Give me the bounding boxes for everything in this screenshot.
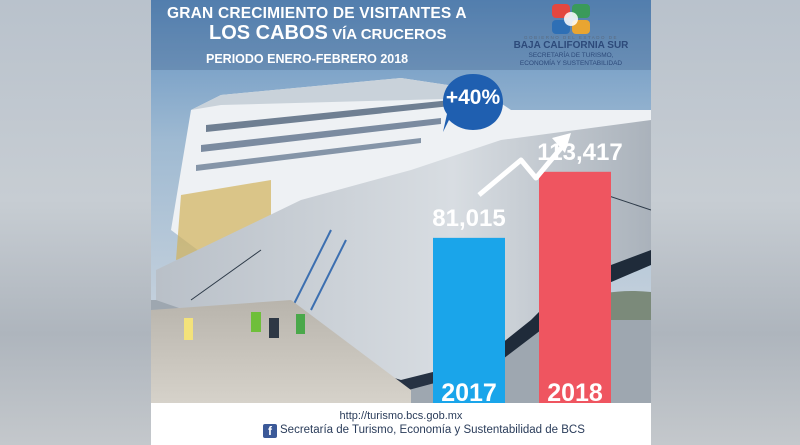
infographic-poster: GRAN CRECIMIENTO DE VISITANTES A LOS CAB… xyxy=(151,0,651,445)
state-seal-icon xyxy=(552,4,590,34)
growth-arrow-line xyxy=(477,146,563,197)
footer: http://turismo.bcs.gob.mx f Secretaría de… xyxy=(151,403,651,445)
growth-badge-label: +40% xyxy=(445,86,501,109)
bar-2017 xyxy=(433,237,505,403)
growth-arrow-head xyxy=(552,133,571,153)
website-link[interactable]: http://turismo.bcs.gob.mx xyxy=(339,410,463,422)
logo-secretaria-line-1: SECRETARÍA DE TURISMO, xyxy=(528,52,614,59)
facebook-icon: f xyxy=(263,424,277,438)
period-label: PERIODO ENERO-FEBRERO 2018 xyxy=(206,52,409,66)
title-line-2-strong: LOS CABOS xyxy=(209,22,328,44)
facebook-label: Secretaría de Turismo, Economía y Susten… xyxy=(280,424,585,436)
left-blur-panel xyxy=(0,0,151,445)
logo-state-name: BAJA CALIFORNIA SUR xyxy=(513,40,629,51)
value-label-2017: 81,015 xyxy=(432,205,505,232)
growth-badge-shape xyxy=(443,74,503,132)
title-line-2: LOS CABOS VÍA CRUCEROS xyxy=(209,22,447,45)
title-line-2-light: VÍA CRUCEROS xyxy=(327,26,447,43)
facebook-link[interactable]: f Secretaría de Turismo, Economía y Suste… xyxy=(263,424,585,438)
bar-2018 xyxy=(539,171,611,403)
category-label-2018: 2018 xyxy=(547,379,603,403)
category-label-2017: 2017 xyxy=(441,379,497,403)
government-logo: GOBIERNO DEL ESTADO DE BAJA CALIFORNIA S… xyxy=(501,2,641,72)
right-blur-panel xyxy=(651,0,800,445)
logo-gov-text: GOBIERNO DEL ESTADO DE xyxy=(523,35,618,40)
title-line-1: GRAN CRECIMIENTO DE VISITANTES A xyxy=(167,5,467,22)
logo-secretaria-line-2: ECONOMÍA Y SUSTENTABILIDAD xyxy=(519,60,623,67)
